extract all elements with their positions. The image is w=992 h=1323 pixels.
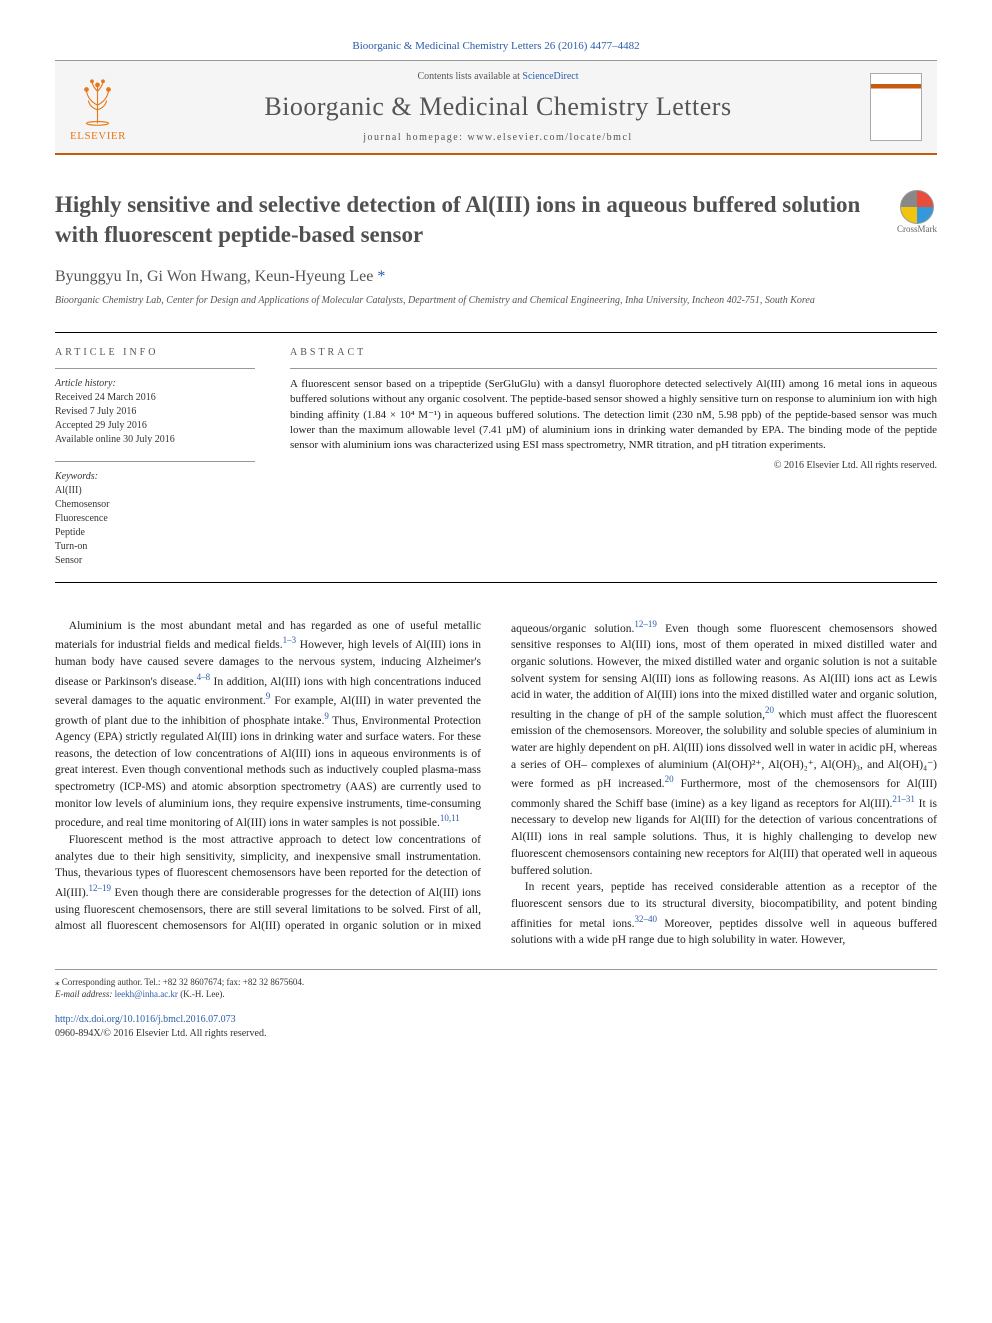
body-text: Even though some fluorescent chemosensor… [511, 623, 937, 721]
received-date: Received 24 March 2016 [55, 391, 255, 405]
body-text: Thus, Environmental Protection Agency (E… [55, 714, 481, 829]
body-paragraph: In recent years, peptide has received co… [511, 879, 937, 949]
publisher-name: ELSEVIER [70, 130, 126, 142]
journal-cover-thumbnail [870, 73, 922, 141]
keywords-label: Keywords: [55, 470, 255, 484]
journal-header-band: ELSEVIER Contents lists available at Sci… [55, 60, 937, 155]
online-date: Available online 30 July 2016 [55, 433, 255, 447]
homepage-url[interactable]: www.elsevier.com/locate/bmcl [467, 132, 632, 143]
history-label: Article history: [55, 377, 255, 391]
page-footer: ⁎ Corresponding author. Tel.: +82 32 860… [55, 969, 937, 1041]
journal-homepage-line: journal homepage: www.elsevier.com/locat… [146, 132, 850, 143]
author-email[interactable]: leekh@inha.ac.kr [115, 989, 178, 999]
keyword-item: Chemosensor [55, 498, 255, 512]
reference-link[interactable]: 12–19 [634, 619, 657, 629]
publisher-logo: ELSEVIER [70, 73, 126, 142]
crossmark-badge[interactable]: CrossMark [897, 190, 937, 234]
email-line: E-mail address: leekh@inha.ac.kr (K.-H. … [55, 988, 937, 1001]
keywords-block: Keywords: Al(III) Chemosensor Fluorescen… [55, 461, 255, 568]
contents-available-line: Contents lists available at ScienceDirec… [146, 71, 850, 82]
reference-link[interactable]: 10,11 [440, 813, 460, 823]
email-label: E-mail address: [55, 989, 115, 999]
reference-link[interactable]: 32–40 [635, 914, 658, 924]
contents-prefix: Contents lists available at [417, 71, 522, 82]
crossmark-icon [900, 190, 934, 224]
abstract-heading: ABSTRACT [290, 347, 937, 358]
author-list: Byunggyu In, Gi Won Hwang, Keun-Hyeung L… [55, 268, 937, 286]
journal-name: Bioorganic & Medicinal Chemistry Letters [146, 92, 850, 122]
article-body: Aluminium is the most abundant metal and… [55, 618, 937, 949]
corresponding-author-marker: * [373, 268, 385, 285]
affiliation: Bioorganic Chemistry Lab, Center for Des… [55, 294, 937, 307]
article-info-heading: ARTICLE INFO [55, 347, 255, 358]
reference-link[interactable]: 20 [665, 774, 674, 784]
revised-date: Revised 7 July 2016 [55, 405, 255, 419]
email-suffix: (K.-H. Lee). [178, 989, 225, 999]
reference-link[interactable]: 1–3 [283, 635, 297, 645]
author-names: Byunggyu In, Gi Won Hwang, Keun-Hyeung L… [55, 268, 373, 285]
keyword-item: Fluorescence [55, 512, 255, 526]
citation-header: Bioorganic & Medicinal Chemistry Letters… [55, 40, 937, 52]
abstract-text: A fluorescent sensor based on a tripepti… [290, 368, 937, 454]
elsevier-tree-icon [70, 73, 125, 128]
article-title: Highly sensitive and selective detection… [55, 190, 882, 250]
keyword-item: Sensor [55, 554, 255, 568]
reference-link[interactable]: 4–8 [197, 672, 211, 682]
keyword-item: Turn-on [55, 540, 255, 554]
issn-copyright: 0960-894X/© 2016 Elsevier Ltd. All right… [55, 1027, 937, 1041]
reference-link[interactable]: 12–19 [89, 883, 112, 893]
article-history: Article history: Received 24 March 2016 … [55, 368, 255, 447]
article-info-column: ARTICLE INFO Article history: Received 2… [55, 347, 255, 568]
corresponding-author-info: ⁎ Corresponding author. Tel.: +82 32 860… [55, 976, 937, 989]
sciencedirect-link[interactable]: ScienceDirect [522, 71, 578, 82]
keyword-item: Al(III) [55, 484, 255, 498]
reference-link[interactable]: 20 [765, 705, 774, 715]
homepage-label: journal homepage: [363, 132, 467, 143]
reference-link[interactable]: 21–31 [892, 794, 915, 804]
accepted-date: Accepted 29 July 2016 [55, 419, 255, 433]
crossmark-label: CrossMark [897, 224, 937, 234]
abstract-column: ABSTRACT A fluorescent sensor based on a… [290, 347, 937, 568]
body-paragraph: Aluminium is the most abundant metal and… [55, 618, 481, 832]
doi-link[interactable]: http://dx.doi.org/10.1016/j.bmcl.2016.07… [55, 1013, 937, 1027]
abstract-copyright: © 2016 Elsevier Ltd. All rights reserved… [290, 460, 937, 471]
keyword-item: Peptide [55, 526, 255, 540]
